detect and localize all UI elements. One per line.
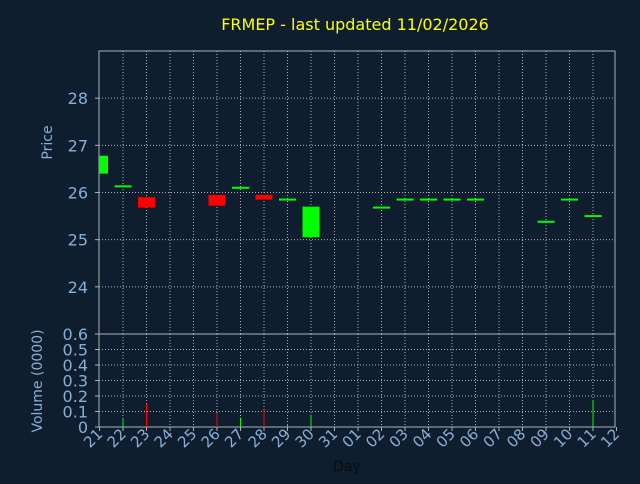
x-tick-label: 12 [597,425,623,451]
candle-05 [443,198,461,201]
x-tick-label: 03 [386,425,412,451]
candle-02 [373,206,390,209]
candle-28 [255,194,273,200]
x-tick-label: 22 [104,425,130,451]
volume-y-tick-label: 0.3 [63,372,88,391]
candle-23 [138,197,155,208]
candle-21 [99,155,108,174]
x-tick-label: 01 [339,425,365,451]
x-tick-label: 10 [550,425,576,451]
x-tick-label: 05 [433,425,459,451]
candle-22 [114,185,132,188]
x-tick-label: 09 [527,425,553,451]
x-tick-label: 08 [503,425,529,451]
price-y-tick-label: 28 [68,89,88,108]
candle-03 [396,198,414,201]
x-tick-label: 24 [151,425,177,451]
candle-26 [208,194,226,206]
price-axis-label: Price [40,125,56,159]
chart-title: FRMEP - last updated 11/02/2026 [221,15,489,34]
volume-y-tick-label: 0 [78,418,88,437]
candle-30 [302,206,320,238]
x-tick-label: 02 [362,425,388,451]
x-tick-label: 11 [574,425,600,451]
x-tick-label: 25 [174,425,200,451]
x-tick-label: 06 [456,425,482,451]
x-tick-label: 28 [245,425,271,451]
x-tick-label: 07 [480,425,506,451]
x-tick-label: 23 [127,425,153,451]
candle-11 [584,215,602,218]
candle-29 [279,198,296,201]
x-tick-label: 04 [409,425,435,451]
candle-04 [420,198,437,201]
volume-y-tick-label: 0.4 [63,356,88,375]
candle-06 [467,198,484,201]
volume-y-tick-label: 0.6 [63,325,88,344]
x-tick-label: 26 [198,425,224,451]
candle-27 [232,186,249,189]
x-tick-label: 30 [292,425,318,451]
price-y-tick-label: 26 [68,184,88,203]
volume-axis-label: Volume (0000) [30,329,46,432]
price-y-tick-label: 25 [68,231,88,250]
x-axis-label: Day [333,459,361,475]
x-tick-label: 31 [315,425,341,451]
candle-09 [537,220,555,223]
x-tick-label: 27 [221,425,247,451]
volume-y-tick-label: 0.2 [63,387,88,406]
price-y-tick-label: 24 [68,278,88,297]
volume-y-tick-label: 0.1 [63,403,88,422]
candle-10 [561,198,578,201]
volume-y-tick-label: 0.5 [63,341,88,360]
price-y-tick-label: 27 [68,136,88,155]
x-tick-label: 29 [268,425,294,451]
